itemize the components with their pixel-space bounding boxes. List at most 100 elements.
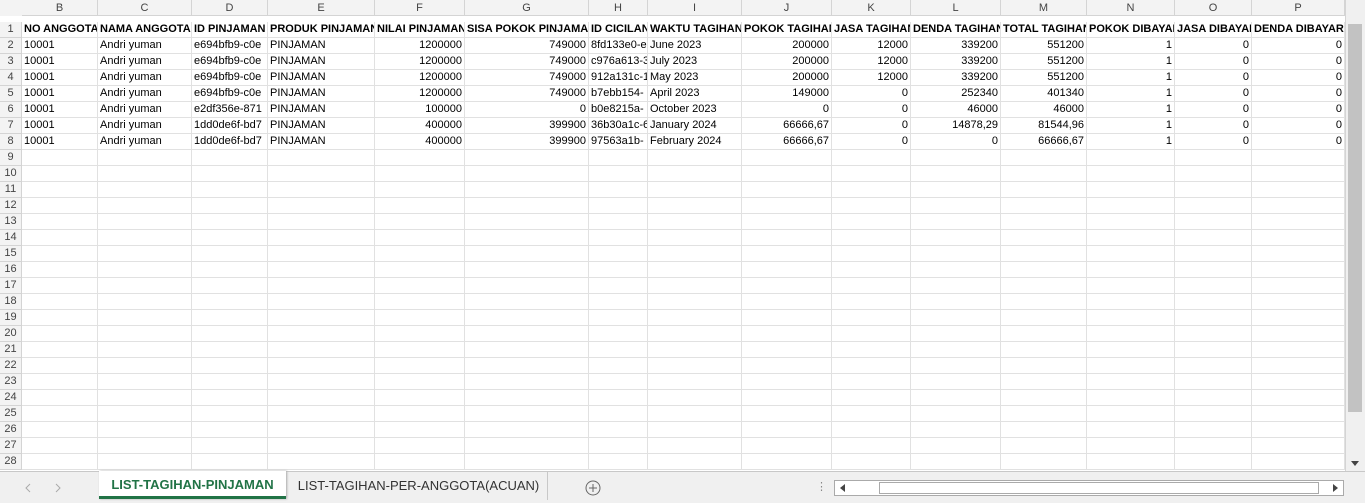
vertical-scrollbar[interactable] xyxy=(1345,0,1365,471)
cell: e694bfb9-c0e xyxy=(192,54,268,70)
empty-cell xyxy=(911,454,1001,470)
cell: 339200 xyxy=(911,70,1001,86)
empty-cell xyxy=(1001,230,1087,246)
empty-cell xyxy=(98,342,192,358)
empty-cell xyxy=(192,454,268,470)
row-header: 2 xyxy=(0,38,22,54)
scroll-left[interactable] xyxy=(837,482,849,494)
empty-cell xyxy=(648,246,742,262)
empty-cell xyxy=(268,230,375,246)
empty-cell xyxy=(1001,246,1087,262)
empty-cell xyxy=(589,262,648,278)
empty-cell xyxy=(1087,406,1175,422)
row-header: 26 xyxy=(0,422,22,438)
cell: 0 xyxy=(1252,102,1345,118)
empty-cell xyxy=(268,374,375,390)
empty-cell xyxy=(911,374,1001,390)
empty-cell xyxy=(1175,294,1252,310)
empty-cell xyxy=(589,310,648,326)
empty-cell xyxy=(1175,246,1252,262)
cell: JASA DIBAYAR xyxy=(1175,22,1252,38)
row-header: 5 xyxy=(0,86,22,102)
scroll-down[interactable] xyxy=(1348,456,1362,470)
cell: Andri yuman xyxy=(98,102,192,118)
empty-cell xyxy=(648,150,742,166)
empty-cell xyxy=(98,230,192,246)
row-header: 14 xyxy=(0,230,22,246)
empty-cell xyxy=(832,326,911,342)
tab-nav[interactable] xyxy=(20,481,66,495)
add-sheet[interactable] xyxy=(584,479,602,497)
empty-cell xyxy=(742,150,832,166)
cell: 14878,29 xyxy=(911,118,1001,134)
empty-cell xyxy=(375,294,465,310)
empty-cell xyxy=(1001,342,1087,358)
empty-cell xyxy=(1252,246,1345,262)
column-header: D xyxy=(192,0,268,16)
empty-cell xyxy=(98,390,192,406)
empty-cell xyxy=(1001,310,1087,326)
scroll-right[interactable] xyxy=(1329,482,1341,494)
cell: 0 xyxy=(1175,70,1252,86)
empty-cell xyxy=(1001,198,1087,214)
row-header: 27 xyxy=(0,438,22,454)
empty-cell xyxy=(1252,262,1345,278)
empty-cell xyxy=(98,182,192,198)
cell: 10001 xyxy=(22,134,98,150)
cell: 10001 xyxy=(22,70,98,86)
cell: e2df356e-871 xyxy=(192,102,268,118)
cell: c976a613-3 xyxy=(589,54,648,70)
empty-cell xyxy=(742,230,832,246)
empty-cell xyxy=(22,150,98,166)
empty-cell xyxy=(1001,438,1087,454)
empty-cell xyxy=(465,406,589,422)
empty-cell xyxy=(192,166,268,182)
cell: 1 xyxy=(1087,54,1175,70)
cell: DENDA TAGIHAN xyxy=(911,22,1001,38)
scroll-thumb[interactable] xyxy=(1348,24,1362,412)
empty-cell xyxy=(589,182,648,198)
empty-cell xyxy=(98,166,192,182)
empty-cell xyxy=(832,358,911,374)
empty-cell xyxy=(742,342,832,358)
empty-cell xyxy=(1252,342,1345,358)
empty-cell xyxy=(832,454,911,470)
splitter[interactable]: ⋮ xyxy=(816,481,827,493)
cell: 66666,67 xyxy=(742,134,832,150)
empty-cell xyxy=(911,246,1001,262)
empty-cell xyxy=(1175,438,1252,454)
cell: 1200000 xyxy=(375,70,465,86)
cell: 339200 xyxy=(911,54,1001,70)
empty-cell xyxy=(1001,150,1087,166)
sheet-tab[interactable]: LIST-TAGIHAN-PER-ANGGOTA(ACUAN) xyxy=(290,472,548,500)
empty-cell xyxy=(268,438,375,454)
row-header: 1 xyxy=(0,22,22,38)
scroll-thumb[interactable] xyxy=(879,482,1319,494)
cell: 0 xyxy=(1175,134,1252,150)
sheet-tab-active[interactable]: LIST-TAGIHAN-PINJAMAN xyxy=(99,471,286,499)
cell: PINJAMAN xyxy=(268,38,375,54)
empty-cell xyxy=(1001,278,1087,294)
cell: 0 xyxy=(1252,38,1345,54)
empty-cell xyxy=(911,422,1001,438)
cell: 200000 xyxy=(742,70,832,86)
empty-cell xyxy=(1001,166,1087,182)
row-header: 12 xyxy=(0,198,22,214)
empty-cell xyxy=(1087,358,1175,374)
cell: January 2024 xyxy=(648,118,742,134)
empty-cell xyxy=(465,182,589,198)
horizontal-scrollbar[interactable] xyxy=(834,480,1344,496)
empty-cell xyxy=(832,166,911,182)
empty-cell xyxy=(1001,262,1087,278)
cell: 339200 xyxy=(911,38,1001,54)
empty-cell xyxy=(589,326,648,342)
empty-cell xyxy=(911,230,1001,246)
cell: 0 xyxy=(911,134,1001,150)
cell: PINJAMAN xyxy=(268,118,375,134)
empty-cell xyxy=(911,214,1001,230)
empty-cell xyxy=(648,342,742,358)
cell: DENDA DIBAYAR xyxy=(1252,22,1345,38)
cell: 0 xyxy=(465,102,589,118)
empty-cell xyxy=(1001,214,1087,230)
empty-cell xyxy=(375,182,465,198)
